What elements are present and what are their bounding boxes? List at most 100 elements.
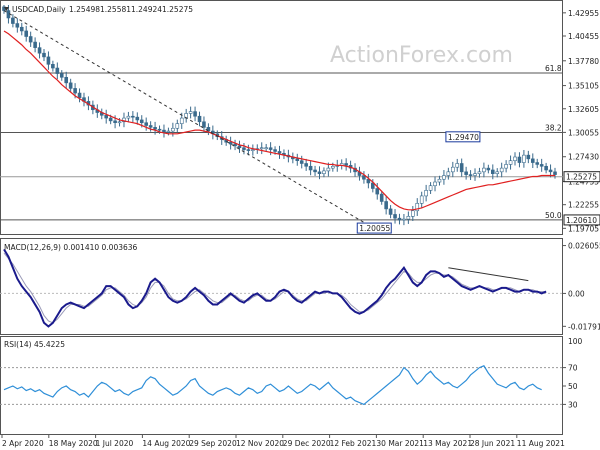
price-tick-label: 1.32605 bbox=[568, 105, 599, 114]
candle-body bbox=[446, 171, 451, 176]
candle-body bbox=[166, 130, 171, 133]
rsi-tick-label: 100 bbox=[568, 337, 583, 346]
candle-body bbox=[108, 117, 113, 122]
candle-body bbox=[433, 181, 437, 187]
candle-body bbox=[517, 156, 522, 163]
macd-trendline bbox=[448, 267, 529, 282]
ohlc-open: 1.25498 bbox=[69, 5, 100, 14]
candle-body bbox=[322, 170, 326, 174]
candle-body bbox=[68, 82, 73, 89]
candle-body bbox=[468, 174, 473, 176]
candle-body bbox=[117, 121, 122, 124]
candle-body bbox=[530, 158, 535, 163]
price-tag-label: 1.25275 bbox=[566, 173, 597, 182]
x-tick-label: 12 Nov 2020 bbox=[236, 439, 284, 448]
price-tick-label: 1.37780 bbox=[568, 57, 599, 66]
price-tick-label: 1.30055 bbox=[568, 128, 599, 137]
candle-body bbox=[477, 171, 482, 174]
price-y-axis: 1.42955 1.40455 1.37780 1.35105 1.32605 1.300… bbox=[563, 9, 599, 233]
candle-body bbox=[455, 163, 460, 168]
candle-body bbox=[28, 36, 33, 43]
candle-body bbox=[46, 56, 51, 65]
ohlc-low: 1.24924 bbox=[131, 5, 162, 14]
macd-lines bbox=[0, 248, 563, 328]
price-tick-label: 1.42955 bbox=[568, 9, 599, 18]
macd-tick-label: -0.017914 bbox=[568, 322, 600, 331]
price-annotation-label: 1.20055 bbox=[359, 224, 390, 233]
candle-body bbox=[464, 171, 468, 175]
candle-body bbox=[508, 160, 513, 165]
rsi-panel-frame bbox=[0, 336, 563, 435]
watermark: ActionForex.com bbox=[330, 43, 513, 68]
candle-body bbox=[206, 127, 211, 132]
candle-body bbox=[473, 173, 477, 176]
candle-body bbox=[77, 92, 82, 98]
candle-body bbox=[393, 214, 397, 219]
candle-body bbox=[424, 190, 428, 197]
candle-body bbox=[513, 156, 517, 162]
macd-signal-line bbox=[3, 252, 547, 324]
candle-body bbox=[233, 143, 237, 147]
candle-body bbox=[202, 121, 206, 128]
macd-tick-label: 0.026055 bbox=[568, 242, 600, 251]
macd-main-line bbox=[3, 248, 547, 328]
price-tag-box bbox=[563, 171, 600, 183]
candle-body bbox=[277, 151, 282, 154]
ohlc-close: 1.25275 bbox=[162, 5, 193, 14]
candle-body bbox=[19, 26, 24, 32]
candle-body bbox=[415, 203, 420, 212]
candle-body bbox=[268, 147, 273, 150]
candle-body bbox=[317, 171, 322, 174]
candle-body bbox=[553, 171, 557, 175]
candle-body bbox=[246, 149, 251, 151]
candle-body bbox=[428, 185, 433, 191]
rsi-tick-label: 50 bbox=[568, 382, 578, 391]
candle-body bbox=[193, 111, 197, 117]
candle-body bbox=[313, 169, 317, 173]
candle-body bbox=[308, 165, 313, 171]
candle-body bbox=[171, 127, 175, 132]
candle-body bbox=[237, 145, 242, 149]
candle-body bbox=[437, 178, 442, 183]
candle-body bbox=[402, 218, 406, 221]
candle-body bbox=[33, 41, 37, 48]
candle-body bbox=[535, 162, 540, 165]
candle-body bbox=[375, 188, 380, 195]
candle-body bbox=[251, 149, 255, 151]
price-tag-label: 1.20610 bbox=[566, 216, 597, 225]
candle-body bbox=[331, 165, 335, 169]
candle-body bbox=[153, 127, 157, 130]
price-annotation-label: 1.29470 bbox=[448, 133, 479, 142]
candle-body bbox=[15, 23, 20, 28]
candle-body bbox=[344, 163, 348, 166]
candle-body bbox=[450, 166, 455, 173]
candle-body bbox=[459, 163, 464, 173]
price-tag-box bbox=[563, 214, 600, 226]
price-annotation-box bbox=[356, 222, 392, 234]
candle-body bbox=[259, 147, 264, 150]
candle-body bbox=[42, 52, 46, 58]
candle-body bbox=[122, 117, 126, 123]
candle-body bbox=[11, 17, 15, 24]
price-bars bbox=[2, 5, 557, 226]
price-lines bbox=[3, 10, 555, 226]
candle-body bbox=[175, 123, 180, 129]
macd-panel-frame bbox=[0, 238, 563, 335]
candle-body bbox=[144, 122, 148, 126]
candle-body bbox=[299, 160, 304, 164]
candle-body bbox=[64, 76, 69, 84]
candle-body bbox=[51, 64, 55, 69]
price-header: USDCAD,Daily 1.25498 1.25581 1.24924 1.2… bbox=[4, 5, 193, 14]
candle-body bbox=[504, 164, 508, 169]
macd-y-axis: 0.026055 0.00 -0.017914 bbox=[563, 242, 600, 331]
candle-body bbox=[131, 115, 135, 118]
level-label: 61.8 bbox=[545, 64, 562, 73]
candle-body bbox=[59, 73, 64, 78]
ohlc-high: 1.25581 bbox=[100, 5, 131, 14]
candle-body bbox=[388, 208, 393, 215]
x-tick-label: 29 Dec 2020 bbox=[283, 439, 331, 448]
candle-body bbox=[495, 171, 500, 174]
rsi-lines bbox=[0, 365, 563, 406]
